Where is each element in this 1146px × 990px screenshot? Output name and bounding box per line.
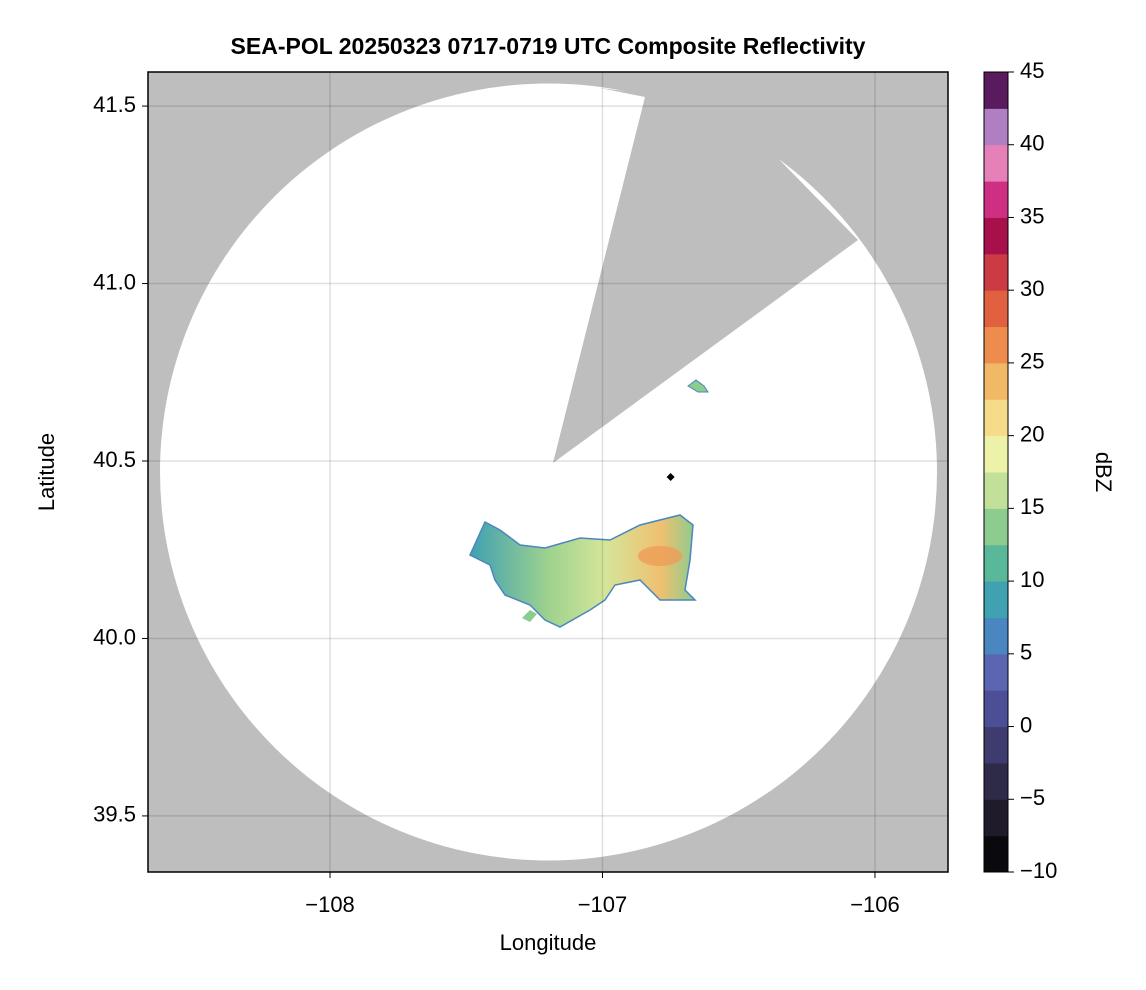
colorbar-segment	[984, 399, 1008, 437]
colorbar-segment	[984, 726, 1008, 764]
colorbar-tick-label: 10	[1020, 567, 1044, 592]
colorbar-tick-label: −5	[1020, 785, 1045, 810]
colorbar-segment	[984, 144, 1008, 182]
colorbar-segment	[984, 762, 1008, 800]
y-tick-label: 41.5	[93, 92, 136, 117]
colorbar-tick-label: 30	[1020, 276, 1044, 301]
colorbar-segment	[984, 472, 1008, 509]
grid	[148, 72, 948, 872]
y-tick-label: 40.0	[93, 624, 136, 649]
colorbar-segment	[984, 435, 1008, 473]
colorbar-tick-label: 5	[1020, 640, 1032, 665]
colorbar-tick-label: 0	[1020, 712, 1032, 737]
site-marker	[666, 472, 675, 481]
blocked-sector	[553, 88, 858, 463]
colorbar-segment	[984, 835, 1008, 873]
radar-coverage	[160, 83, 937, 861]
colorbar-frame	[983, 71, 1009, 873]
colorbar-tick-label: 20	[1020, 421, 1044, 446]
echo	[522, 610, 537, 622]
colorbar-tick-label: −10	[1020, 858, 1057, 883]
y-tick-label: 40.5	[93, 447, 136, 472]
plot-area	[148, 72, 948, 872]
x-tick-label: −108	[305, 892, 355, 917]
colorbar-label: dBZ	[1091, 452, 1116, 492]
colorbar-segment	[984, 690, 1008, 728]
colorbar-segment	[984, 799, 1008, 837]
colorbar-segment	[984, 290, 1008, 328]
colorbar-tick-label: 40	[1020, 131, 1044, 156]
colorbar-segment	[984, 217, 1008, 255]
x-tick-label: −107	[578, 892, 628, 917]
colorbar-segment	[984, 181, 1008, 218]
y-tick-label: 41.0	[93, 269, 136, 294]
colorbar-segment	[984, 326, 1008, 364]
colorbar-segment	[984, 253, 1008, 291]
plot-frame	[147, 71, 949, 873]
colorbar-tick-label: 25	[1020, 349, 1044, 374]
colorbar-tick-label: 15	[1020, 494, 1044, 519]
y-axis-label: Latitude	[34, 433, 59, 511]
colorbar-segment	[984, 544, 1008, 582]
colorbar-segment	[984, 72, 1008, 109]
colorbar-segment	[984, 508, 1008, 546]
x-axis-label: Longitude	[500, 930, 597, 955]
x-tick-label: −106	[850, 892, 900, 917]
colorbar-tick-label: 35	[1020, 203, 1044, 228]
colorbar-segment	[984, 617, 1008, 655]
chart-title: SEA-POL 20250323 0717-0719 UTC Composite…	[231, 33, 866, 59]
colorbar-segment	[984, 108, 1008, 146]
colorbar-segment	[984, 362, 1008, 400]
colorbar-tick-label: 45	[1020, 58, 1044, 83]
colorbar-segment	[984, 653, 1008, 691]
echo	[469, 514, 697, 628]
y-tick-label: 39.5	[93, 802, 136, 827]
colorbar-segment	[984, 581, 1008, 618]
echo-core	[638, 546, 682, 566]
echo	[687, 379, 709, 393]
